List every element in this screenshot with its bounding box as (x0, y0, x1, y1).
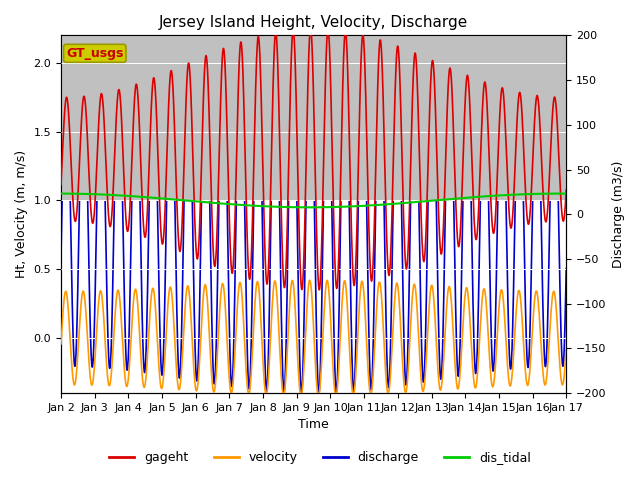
Text: GT_usgs: GT_usgs (66, 47, 124, 60)
Title: Jersey Island Height, Velocity, Discharge: Jersey Island Height, Velocity, Discharg… (159, 15, 468, 30)
X-axis label: Time: Time (298, 419, 329, 432)
Bar (61, 36, 566, 201)
Legend: gageht, velocity, discharge, dis_tidal: gageht, velocity, discharge, dis_tidal (104, 446, 536, 469)
Y-axis label: Discharge (m3/s): Discharge (m3/s) (612, 160, 625, 268)
Y-axis label: Ht, Velocity (m, m/s): Ht, Velocity (m, m/s) (15, 150, 28, 278)
